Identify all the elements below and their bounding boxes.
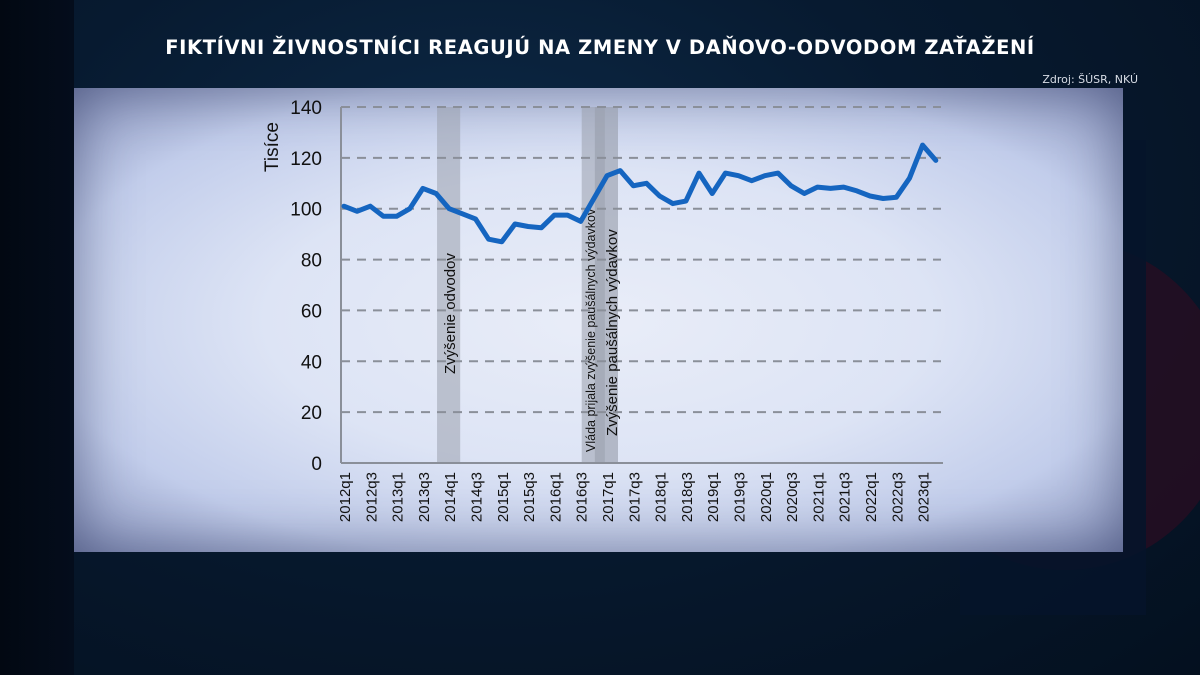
background-left-strip [0, 0, 74, 675]
x-tick-label: 2016q1 [547, 472, 564, 522]
x-tick-label: 2022q3 [889, 472, 906, 522]
x-tick-label: 2023q1 [916, 472, 933, 522]
axes [340, 107, 943, 464]
annotation-labels: Zvýšenie odvodov Vláda prijala zvýšenie p… [442, 208, 621, 452]
source-label: Zdroj: ŠÚSR, NKÚ [1042, 73, 1138, 86]
y-tick-label: 20 [301, 403, 322, 424]
x-tick-label: 2013q1 [390, 472, 407, 522]
x-tick-label: 2014q1 [442, 472, 459, 522]
x-tick-label: 2017q3 [626, 472, 643, 522]
annotation-label: Zvýšenie paušálnych výdavkov [604, 229, 621, 436]
x-tick-label: 2019q3 [732, 472, 749, 522]
x-tick-label: 2015q3 [521, 472, 538, 522]
x-tick-label: 2020q3 [784, 472, 801, 522]
x-tick-label: 2012q1 [337, 472, 354, 522]
x-tick-label: 2021q3 [837, 472, 854, 522]
y-tick-label: 40 [301, 352, 322, 373]
x-tick-label: 2020q1 [758, 472, 775, 522]
x-tick-label: 2012q3 [363, 472, 380, 522]
x-tick-label: 2014q3 [469, 472, 486, 522]
x-tick-label: 2019q1 [705, 472, 722, 522]
y-tick-label: 120 [290, 149, 322, 170]
y-axis-label: Tisíce [262, 122, 283, 172]
x-tick-label: 2017q1 [600, 472, 617, 522]
y-tick-label: 140 [290, 98, 322, 119]
y-tick-label: 100 [290, 200, 322, 221]
x-tick-label: 2018q3 [679, 472, 696, 522]
annotation-label: Vláda prijala zvýšenie paušálnych výdavk… [584, 208, 598, 452]
annotation-band [437, 107, 461, 463]
x-tick-label: 2016q3 [574, 472, 591, 522]
x-axis-ticks: 2012q1 2012q3 2013q1 2013q3 2014q1 2014q3 2015… [337, 472, 933, 522]
x-tick-label: 2013q3 [416, 472, 433, 522]
annotation-band [594, 107, 618, 463]
x-tick-label: 2022q1 [863, 472, 880, 522]
x-tick-label: 2015q1 [495, 472, 512, 522]
y-tick-label: 60 [301, 301, 322, 322]
x-tick-label: 2018q1 [653, 472, 670, 522]
x-tick-label: 2021q1 [810, 472, 827, 522]
annotation-shades [437, 107, 618, 463]
y-tick-label: 80 [301, 251, 322, 272]
y-tick-label: 0 [311, 454, 322, 475]
gridlines [341, 106, 941, 414]
annotation-label: Zvýšenie odvodov [442, 253, 459, 374]
chart-title: FIKTÍVNI ŽIVNOSTNÍCI REAGUJÚ NA ZMENY V … [165, 36, 1035, 59]
series-line [341, 142, 939, 245]
y-axis-ticks: 0 20 40 60 80 100 120 140 [290, 98, 322, 475]
